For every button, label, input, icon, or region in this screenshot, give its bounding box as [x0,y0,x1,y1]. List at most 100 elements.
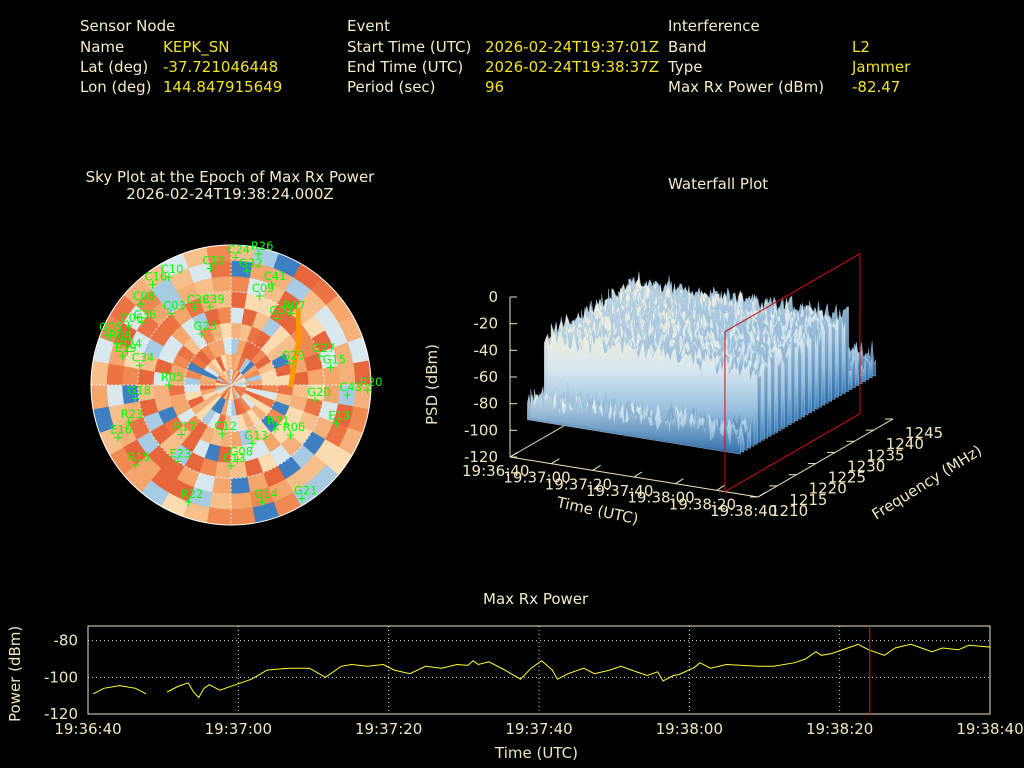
satellite-marker: +C10 [161,262,184,284]
sensor-lon-value: 144.847915649 [163,78,283,96]
satellite-marker: +C03 [163,299,186,321]
satellite-plus-icon: + [172,454,182,468]
interference-power-label: Max Rx Power (dBm) [668,78,825,96]
satellite-plus-icon: + [131,458,141,472]
satellite-label: R21 [267,414,290,428]
satellite-marker: +C08 [133,289,156,311]
interference-band-value: L2 [852,38,870,56]
satellite-label: C24 [227,243,250,257]
satellite-marker: +C39 [202,292,225,314]
satellite-label: C41 [264,269,287,283]
power-x-tick-label: 19:37:40 [505,720,572,738]
satellite-plus-icon: + [315,349,325,363]
satellite-marker: +G20 [307,385,331,407]
satellite-label: E16 [110,423,132,437]
satellite-plus-icon: + [242,264,252,278]
satellite-marker: +C09 [252,281,275,303]
satellite-marker: +C12 [214,419,237,441]
satellite-label: C19 [202,254,225,268]
satellite-marker: +R06 [283,420,306,442]
wf-time-tick-label: 19:38:40 [710,502,777,520]
satellite-label: C06 [121,311,144,325]
satellite-plus-icon: + [342,388,352,402]
wf-z-tick-label: -40 [474,341,499,359]
event-period-label: Period (sec) [347,78,436,96]
satellite-marker: +C36 [134,308,157,330]
satellite-plus-icon: + [297,491,307,505]
satellite-marker: +C43 [339,380,362,402]
satellite-marker: +G23 [193,319,217,341]
satellite-label: G21 [294,483,318,497]
wf-time-tick [551,458,560,465]
wf-time-tick-label: 19:37:40 [586,482,653,500]
satellite-label: G23 [193,319,217,333]
satellite-marker: +R17 [174,419,197,441]
satellite-marker: +G14 [254,487,278,509]
interference-power-value: -82.47 [852,78,901,96]
satellite-label: G32 [239,256,263,270]
event-heading: Event [347,17,390,35]
satellite-marker: +G15 [323,352,347,374]
satellite-plus-icon: + [196,327,206,341]
satellite-plus-icon: + [272,312,282,326]
satellite-label: G15 [323,352,347,366]
satellite-plus-icon: + [190,300,200,314]
satellite-marker: +C41 [264,269,287,291]
power-y-tick-label: -80 [54,632,79,650]
satellite-marker: +R26 [251,239,274,261]
satellite-label: G18 [127,383,151,397]
satellite-label: C08 [133,289,156,303]
power-y-tick-label: -120 [44,705,78,723]
satellite-marker: +G05 [99,320,123,342]
satellite-marker: +G21 [294,483,318,505]
satellite-plus-icon: + [112,337,122,351]
power-title: Max Rx Power [483,590,589,608]
satellite-label: R24 [119,336,142,350]
satellite-plus-icon: + [267,277,277,291]
interference-band-label: Band [668,38,707,56]
power-x-tick-label: 19:38:00 [656,720,723,738]
skyplot-title: Sky Plot at the Epoch of Max Rx Power [85,168,375,186]
interference-type-value: Jammer [852,58,911,76]
power-x-tick-label: 19:37:20 [355,720,422,738]
wf-time-tick-label: 19:37:00 [503,469,570,487]
interference-type-label: Type [668,58,703,76]
satellite-marker: +R24 [119,336,142,358]
satellite-plus-icon: + [118,349,128,363]
satellite-label: R08 [109,329,132,343]
wf-time-tick-label: 19:38:00 [627,489,694,507]
satellite-plus-icon: + [286,307,296,321]
satellite-marker: +C24 [227,243,250,265]
power-x-tick-label: 19:38:20 [806,720,873,738]
waterfall-title: Waterfall Plot [668,175,769,193]
satellite-marker: +R05 [161,370,184,392]
satellite-marker: +G32 [239,256,263,278]
satellite-plus-icon: + [166,307,176,321]
wf-freq-tick-label: 1210 [770,502,808,520]
satellite-label: C13 [223,451,246,465]
event-start-value: 2026-02-24T19:37:01Z [485,38,659,56]
satellite-label: G07 [269,304,293,318]
satellite-label: R05 [161,370,184,384]
sensor-lon-label: Lon (deg) [80,78,152,96]
wf-surface-slice [527,394,741,455]
satellite-label: C09 [252,281,275,295]
satellite-marker: +R08 [109,329,132,351]
satellite-label: R15 [128,450,151,464]
interference-heading: Interference [668,17,760,35]
wf-freq-tick-label: 1235 [866,446,904,464]
satellite-label: G08 [230,444,254,458]
satellite-label: G14 [254,487,278,501]
satellite-plus-icon: + [130,391,140,405]
satellite-label: E13 [328,408,350,422]
event-end-value: 2026-02-24T19:38:37Z [485,58,659,76]
satellite-plus-icon: + [135,359,145,373]
satellite-plus-icon: + [122,344,132,358]
satellite-label: C34 [132,351,155,365]
satellite-plus-icon: + [217,427,227,441]
satellite-marker: +E13 [328,408,350,430]
power-x-tick-label: 19:38:40 [956,720,1023,738]
satellite-plus-icon: + [232,452,242,466]
